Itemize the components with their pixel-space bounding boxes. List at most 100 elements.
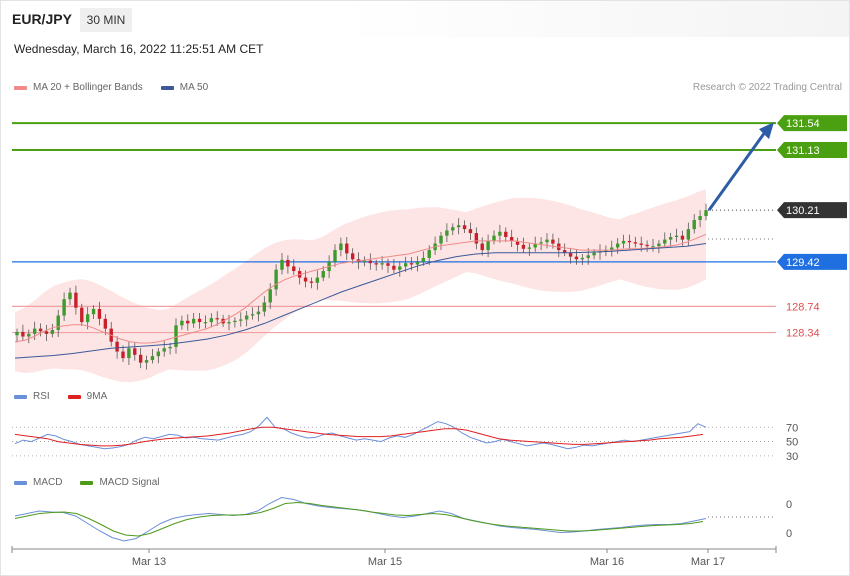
ma50-line (14, 243, 707, 359)
macd-signal-line (14, 501, 704, 537)
candle-body (127, 348, 131, 359)
candle-body (480, 243, 484, 251)
timeframe-button[interactable]: 30 MIN (80, 8, 132, 32)
candle-body (191, 318, 196, 324)
level-label-130-21: 130.21 (786, 205, 820, 217)
candle-body (345, 243, 349, 254)
candle-body (692, 219, 696, 230)
candle-body (551, 239, 555, 244)
candle-body (615, 243, 620, 248)
candle-body (610, 247, 614, 251)
candle-body (21, 331, 25, 337)
candle-body (309, 281, 314, 283)
candle-body (292, 266, 296, 272)
candle-body (227, 322, 231, 324)
candle-body (374, 263, 378, 265)
candle-body (574, 256, 579, 260)
candle-body (698, 216, 702, 220)
candle-body (456, 225, 461, 228)
candle-body (604, 250, 608, 252)
candle-body (62, 299, 66, 316)
candle-body (663, 239, 667, 244)
candle-body (533, 243, 537, 248)
candle-body (209, 318, 214, 323)
candle-body (421, 257, 426, 262)
candle-body (651, 246, 655, 248)
forecast-arrow-shaft (707, 131, 767, 212)
candle-body (468, 229, 473, 234)
candle-body (415, 261, 420, 265)
candle-body (462, 225, 467, 230)
rsi-line (14, 416, 707, 450)
candle-body (392, 265, 396, 270)
candle-body (162, 348, 166, 352)
level-label-129-42: 129.42 (786, 257, 820, 269)
price-legend: MA 20 + Bollinger Bands MA 50 (14, 82, 208, 93)
level-tag-130-21 (777, 202, 847, 219)
candle-body (403, 263, 408, 267)
candle-body (368, 260, 373, 264)
candle-body (27, 333, 31, 337)
candle-body (215, 318, 219, 320)
candle-body (286, 259, 290, 267)
macd-legend: MACD MACD Signal (14, 477, 159, 488)
candle-body (239, 319, 243, 321)
candle-body (174, 325, 178, 347)
candle-body (445, 230, 449, 236)
rsi-swatch (14, 394, 27, 399)
candle-body (539, 242, 543, 244)
header-bar: EUR/JPY 30 MIN (1, 1, 849, 37)
forecast-arrow-head (759, 122, 774, 140)
level-tag-129-42 (777, 253, 847, 270)
x-tick-label: Mar 17 (691, 556, 725, 568)
candle-body (91, 309, 96, 315)
candle-body (380, 263, 384, 265)
level-tag-131-54 (777, 115, 847, 132)
candle-body (509, 237, 514, 241)
candle-body (474, 233, 479, 244)
candle-body (74, 292, 78, 308)
candle-body (704, 210, 708, 217)
candle-body (38, 328, 43, 332)
candle-body (586, 255, 590, 258)
candle-body (44, 331, 49, 334)
candle-body (97, 309, 102, 319)
candle-body (274, 269, 278, 290)
level-tag-131-13 (777, 141, 847, 158)
candle-body (250, 314, 255, 316)
candle-body (362, 260, 367, 262)
rsi-level-label: 70 (786, 422, 798, 434)
ma20-swatch (14, 85, 27, 90)
candle-body (156, 351, 161, 357)
candle-body (633, 242, 638, 244)
candle-body (492, 235, 496, 241)
candle-body (268, 289, 272, 303)
credit-text: Research © 2022 Trading Central (692, 82, 842, 93)
candle-body (498, 231, 502, 236)
timestamp: Wednesday, March 16, 2022 11:25:51 AM CE… (14, 42, 264, 56)
candle-body (168, 346, 172, 349)
candle-body (521, 244, 526, 249)
candle-body (639, 243, 643, 245)
ma50-legend-label: MA 50 (179, 82, 209, 93)
candle-body (562, 250, 567, 253)
candle-body (621, 240, 626, 244)
candle-body (321, 271, 325, 278)
x-tick-label: Mar 16 (590, 556, 624, 568)
rsi-level-label: 30 (786, 451, 798, 463)
macd-swatch (14, 480, 27, 485)
candle-body (504, 231, 508, 237)
x-tick-label: Mar 15 (368, 556, 402, 568)
x-tick-label: Mar 13 (132, 556, 166, 568)
candle-body (244, 315, 249, 320)
candle-body (32, 328, 37, 334)
candle-body (144, 360, 149, 363)
ma20-line (14, 233, 707, 344)
candle-body (203, 322, 208, 324)
candle-body (15, 331, 19, 336)
rsi-level-label: 50 (786, 437, 798, 449)
candle-body (427, 250, 431, 258)
candle-body (138, 354, 143, 363)
candle-body (303, 277, 308, 282)
